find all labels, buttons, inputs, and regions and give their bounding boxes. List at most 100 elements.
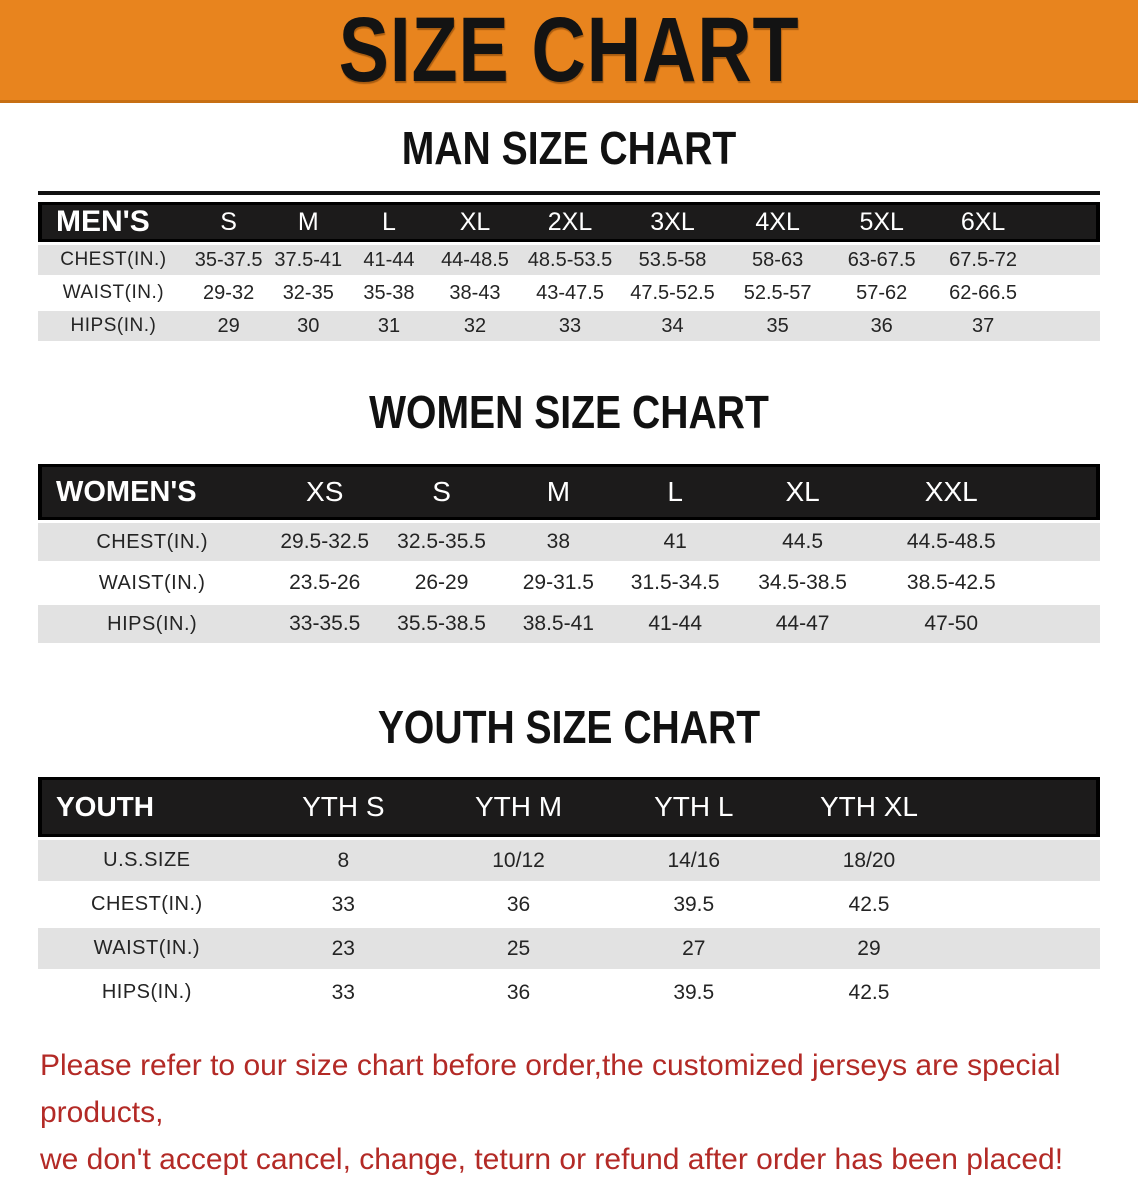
size-value-cell: 31 bbox=[348, 311, 430, 341]
size-value-cell: 62-66.5 bbox=[933, 278, 1033, 308]
table-row: WAIST(IN.) 29-32 32-35 35-38 38-43 43-47.5 47.… bbox=[38, 278, 1100, 308]
order-notice: Please refer to our size chart before or… bbox=[40, 1042, 1100, 1183]
measurement-row-label: CHEST(IN.) bbox=[38, 523, 267, 561]
size-value-cell: 34 bbox=[619, 311, 726, 341]
size-value-cell: 63-67.5 bbox=[830, 245, 934, 275]
size-column-header: M bbox=[268, 202, 349, 242]
size-value-cell: 33 bbox=[255, 972, 431, 1013]
size-value-cell: 36 bbox=[830, 311, 934, 341]
size-value-cell: 32-35 bbox=[268, 278, 349, 308]
measurement-row-label: U.S.SIZE bbox=[38, 840, 256, 881]
size-value-cell: 32.5-35.5 bbox=[383, 523, 500, 561]
table-row: HIPS(IN.) 29 30 31 32 33 34 35 36 37 bbox=[38, 311, 1100, 341]
table-header-label: YOUTH bbox=[38, 777, 256, 837]
size-column-header: S bbox=[383, 464, 500, 520]
size-value-cell: 41-44 bbox=[616, 605, 734, 643]
men-table-top-rule bbox=[38, 191, 1100, 195]
youth-size-table: YOUTH YTH S YTH M YTH L YTH XL U.S.SIZE 8 10/12… bbox=[38, 774, 1100, 1016]
measurement-row-label: WAIST(IN.) bbox=[38, 564, 267, 602]
size-value-cell: 29 bbox=[781, 928, 957, 969]
size-column-header: 6XL bbox=[933, 202, 1033, 242]
row-filler-cell bbox=[956, 884, 1100, 925]
size-value-cell: 29.5-32.5 bbox=[266, 523, 384, 561]
size-value-cell: 42.5 bbox=[781, 972, 957, 1013]
size-column-header: XXL bbox=[871, 464, 1031, 520]
size-value-cell: 18/20 bbox=[781, 840, 957, 881]
size-value-cell: 47-50 bbox=[871, 605, 1031, 643]
table-row: CHEST(IN.) 33 36 39.5 42.5 bbox=[38, 884, 1100, 925]
size-column-header: YTH L bbox=[606, 777, 782, 837]
table-row: HIPS(IN.) 33 36 39.5 42.5 bbox=[38, 972, 1100, 1013]
row-filler-cell bbox=[1033, 311, 1100, 341]
women-chart-heading: WOMEN SIZE CHART bbox=[369, 386, 769, 438]
women-size-chart-section: WOMEN SIZE CHART WOMEN'S XS S M L XL XXL CHEST(… bbox=[38, 389, 1100, 646]
size-value-cell: 39.5 bbox=[606, 884, 782, 925]
row-filler-cell bbox=[1033, 245, 1100, 275]
row-filler-cell bbox=[1033, 278, 1100, 308]
size-column-header: 3XL bbox=[619, 202, 726, 242]
size-value-cell: 35-38 bbox=[348, 278, 430, 308]
size-value-cell: 57-62 bbox=[830, 278, 934, 308]
youth-chart-heading: YOUTH SIZE CHART bbox=[377, 701, 761, 753]
size-column-header: L bbox=[348, 202, 430, 242]
size-value-cell: 35.5-38.5 bbox=[383, 605, 500, 643]
women-size-table: WOMEN'S XS S M L XL XXL CHEST(IN.) 29.5-32.5 32.5… bbox=[38, 461, 1100, 646]
row-filler-cell bbox=[956, 972, 1100, 1013]
size-column-header: XL bbox=[733, 464, 872, 520]
men-size-table: MEN'S S M L XL 2XL 3XL 4XL 5XL 6XL CHEST(IN.) 35-37… bbox=[38, 199, 1100, 344]
row-filler-cell bbox=[956, 840, 1100, 881]
size-value-cell: 42.5 bbox=[781, 884, 957, 925]
table-row: CHEST(IN.) 35-37.5 37.5-41 41-44 44-48.5 48.5… bbox=[38, 245, 1100, 275]
size-value-cell: 53.5-58 bbox=[619, 245, 726, 275]
size-value-cell: 44-47 bbox=[733, 605, 872, 643]
size-value-cell: 29-32 bbox=[188, 278, 269, 308]
table-row: U.S.SIZE 8 10/12 14/16 18/20 bbox=[38, 840, 1100, 881]
size-value-cell: 14/16 bbox=[606, 840, 782, 881]
size-value-cell: 35 bbox=[725, 311, 831, 341]
size-value-cell: 23 bbox=[255, 928, 431, 969]
size-column-header: XS bbox=[266, 464, 384, 520]
notice-line-1: Please refer to our size chart before or… bbox=[40, 1049, 1061, 1129]
size-value-cell: 52.5-57 bbox=[725, 278, 831, 308]
size-value-cell: 10/12 bbox=[430, 840, 607, 881]
size-column-header: 5XL bbox=[830, 202, 934, 242]
row-filler-cell bbox=[956, 928, 1100, 969]
table-row: HIPS(IN.) 33-35.5 35.5-38.5 38.5-41 41-44 44-… bbox=[38, 605, 1100, 643]
measurement-row-label: WAIST(IN.) bbox=[38, 278, 189, 308]
header-filler-cell bbox=[956, 777, 1100, 837]
size-value-cell: 31.5-34.5 bbox=[616, 564, 734, 602]
banner-title: SIZE CHART bbox=[338, 0, 800, 101]
table-header-label: WOMEN'S bbox=[38, 464, 267, 520]
size-value-cell: 8 bbox=[255, 840, 431, 881]
banner: SIZE CHART bbox=[0, 0, 1138, 103]
size-value-cell: 38-43 bbox=[429, 278, 521, 308]
size-value-cell: 47.5-52.5 bbox=[619, 278, 726, 308]
measurement-row-label: HIPS(IN.) bbox=[38, 605, 267, 643]
measurement-row-label: HIPS(IN.) bbox=[38, 311, 189, 341]
size-value-cell: 23.5-26 bbox=[266, 564, 384, 602]
row-filler-cell bbox=[1030, 523, 1100, 561]
header-filler-cell bbox=[1033, 202, 1100, 242]
measurement-row-label: HIPS(IN.) bbox=[38, 972, 256, 1013]
measurement-row-label: CHEST(IN.) bbox=[38, 884, 256, 925]
size-value-cell: 44-48.5 bbox=[429, 245, 521, 275]
size-value-cell: 25 bbox=[430, 928, 607, 969]
size-value-cell: 33 bbox=[520, 311, 620, 341]
table-header-label: MEN'S bbox=[38, 202, 189, 242]
size-value-cell: 44.5 bbox=[733, 523, 872, 561]
size-value-cell: 38 bbox=[499, 523, 617, 561]
men-chart-heading: MAN SIZE CHART bbox=[401, 122, 737, 174]
size-value-cell: 32 bbox=[429, 311, 521, 341]
table-row: WAIST(IN.) 23 25 27 29 bbox=[38, 928, 1100, 969]
size-value-cell: 33-35.5 bbox=[266, 605, 384, 643]
size-value-cell: 33 bbox=[255, 884, 431, 925]
header-filler-cell bbox=[1030, 464, 1100, 520]
size-value-cell: 58-63 bbox=[725, 245, 831, 275]
youth-size-chart-section: YOUTH SIZE CHART YOUTH YTH S YTH M YTH L YTH… bbox=[38, 704, 1100, 1016]
size-value-cell: 35-37.5 bbox=[188, 245, 269, 275]
size-value-cell: 29 bbox=[188, 311, 269, 341]
size-value-cell: 44.5-48.5 bbox=[871, 523, 1031, 561]
table-row: CHEST(IN.) 29.5-32.5 32.5-35.5 38 41 44.5 44.5… bbox=[38, 523, 1100, 561]
size-value-cell: 36 bbox=[430, 972, 607, 1013]
